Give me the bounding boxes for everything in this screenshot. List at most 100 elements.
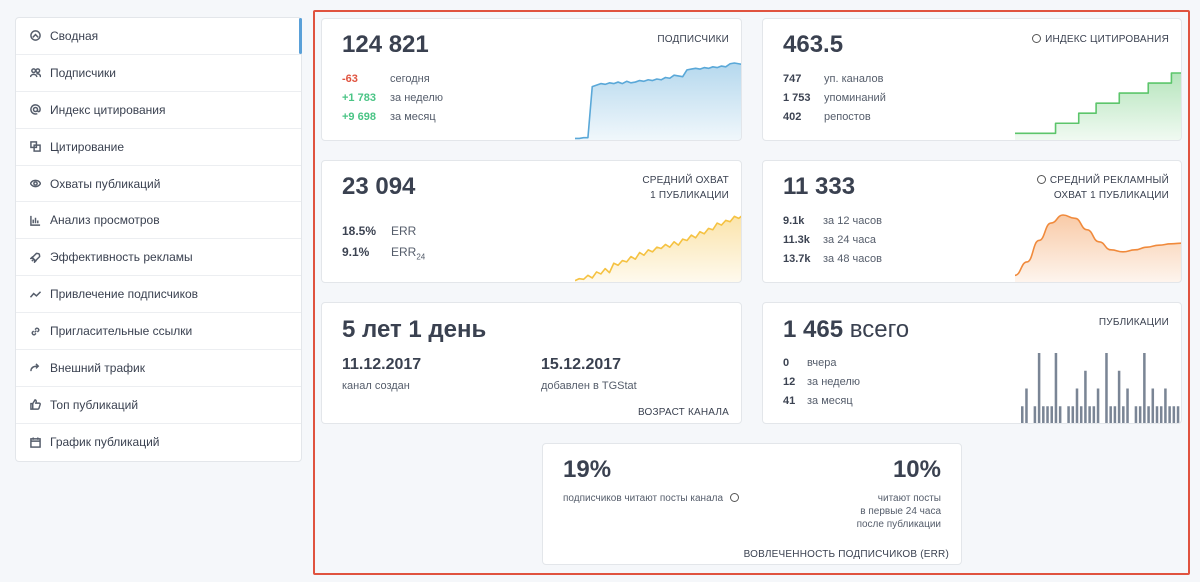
stat-value: -63 — [342, 73, 358, 85]
chart-bar — [1037, 353, 1041, 423]
ad-reach-label-line1: СРЕДНИЙ РЕКЛАМНЫЙ — [1036, 173, 1169, 188]
sidebar-item-label: Привлечение подписчиков — [50, 287, 199, 302]
stat-row-err: 18.5% ERR — [342, 224, 416, 238]
ad-reach-label-text1: СРЕДНИЙ РЕКЛАМНЫЙ — [1049, 175, 1169, 186]
stat-text: за 48 часов — [823, 253, 882, 265]
chart-bar — [1075, 388, 1079, 423]
sidebar-item-trend[interactable]: Привлечение подписчиков — [16, 276, 301, 314]
stat-text: репостов — [824, 111, 871, 123]
chart-bar — [1143, 353, 1146, 423]
stat-row-week: +1 783 за неделю — [342, 92, 443, 104]
stat-text: за неделю — [390, 92, 444, 104]
stat-value: 747 — [783, 73, 802, 85]
share-icon — [29, 362, 41, 374]
stat-row-month: +9 698 за месяц — [342, 111, 436, 123]
question-icon[interactable] — [729, 493, 739, 502]
sidebar-item-label: Подписчики — [50, 65, 117, 80]
chart-line — [575, 62, 741, 140]
stat-value: 402 — [783, 111, 802, 123]
sidebar-item-users[interactable]: Подписчики — [16, 55, 301, 92]
sidebar-item-share[interactable]: Внешний трафик — [16, 350, 301, 387]
chart-bar — [1088, 406, 1091, 423]
chart-bar — [1172, 406, 1176, 423]
stat-row-today: -63 сегодня — [342, 73, 430, 85]
posts-count: 1 465 — [783, 316, 844, 343]
stat-text: за неделю — [807, 376, 861, 388]
chart-bar — [1134, 406, 1138, 423]
stat-row-12h: 9.1k за 12 часов — [783, 215, 882, 227]
citation-sparkline — [1015, 72, 1181, 140]
rocket-icon — [29, 251, 41, 263]
users-icon — [29, 67, 41, 79]
chart-bar — [1021, 406, 1024, 423]
chart-bar — [1164, 388, 1167, 423]
chart-bar — [1050, 406, 1053, 423]
sidebar-item-link[interactable]: Пригласительные ссылки — [16, 313, 301, 351]
sidebar-item-at[interactable]: Индекс цитирования — [16, 92, 301, 129]
added-date: 15.12.2017 — [541, 356, 622, 373]
chart-bar — [1126, 388, 1129, 423]
sidebar-item-label: Внешний трафик — [50, 360, 145, 375]
chart-bar — [1138, 406, 1142, 423]
chart-bar — [1067, 406, 1070, 423]
chart-bar — [1079, 406, 1083, 423]
ad-reach-card[interactable]: 11 333 СРЕДНИЙ РЕКЛАМНЫЙ ОХВАТ 1 ПУБЛИКА… — [762, 160, 1182, 283]
chart-bar — [1033, 406, 1037, 423]
sidebar-item-rocket[interactable]: Эффективность рекламы — [16, 239, 301, 277]
sidebar-item-bar-chart[interactable]: Анализ просмотров — [16, 202, 301, 240]
engagement-card[interactable]: 19% 10% подписчиков читают посты канала … — [542, 443, 962, 565]
stat-value: 12 — [783, 376, 796, 388]
engagement-left-value: 19% — [563, 456, 612, 483]
stat-text: за 24 часа — [823, 234, 876, 246]
chart-bar — [1029, 423, 1032, 424]
sidebar-item-thumb-up[interactable]: Топ публикаций — [16, 387, 301, 424]
age-value: 5 лет 1 день — [342, 316, 487, 343]
chart-bar — [1117, 370, 1121, 423]
stat-value: 11.3k — [783, 234, 810, 246]
age-card[interactable]: 5 лет 1 день 11.12.2017 канал создан 15.… — [321, 302, 742, 424]
thumb-up-icon — [29, 399, 41, 411]
posts-card[interactable]: 1 465 всего ПУБЛИКАЦИИ 0 вчера 12 за нед… — [762, 302, 1182, 424]
chart-bar — [1046, 406, 1049, 423]
citation-label-text: ИНДЕКС ЦИТИРОВАНИЯ — [1045, 34, 1169, 45]
chart-bar — [1058, 406, 1062, 423]
posts-sparkline — [1021, 353, 1180, 424]
chart-area-fill — [575, 63, 741, 140]
created-text: канал создан — [342, 380, 410, 392]
stat-text: ERR — [391, 224, 417, 238]
posts-suffix: всего — [849, 316, 910, 343]
chart-bar — [1084, 370, 1087, 423]
posts-label: ПУБЛИКАЦИИ — [1098, 317, 1169, 328]
sidebar-item-label: Индекс цитирования — [50, 102, 166, 117]
created-date: 11.12.2017 — [342, 356, 422, 373]
citation-card[interactable]: 463.5 ИНДЕКС ЦИТИРОВАНИЯ 747 уп. каналов… — [762, 18, 1182, 141]
reach-label-line1: СРЕДНИЙ ОХВАТ — [642, 175, 729, 186]
sidebar-item-quote[interactable]: Цитирование — [16, 129, 301, 166]
stat-row-err24: 9.1% ERR24 — [342, 245, 425, 261]
stat-text: за 12 часов — [823, 215, 882, 227]
chart-bar — [1063, 423, 1066, 424]
sidebar-item-label: Топ публикаций — [50, 397, 139, 412]
stat-row-mentions: 1 753 упоминаний — [783, 92, 886, 104]
engagement-right-value: 10% — [892, 456, 941, 483]
reach-value: 23 094 — [342, 173, 416, 200]
chart-bar — [1151, 388, 1155, 423]
reach-label: СРЕДНИЙ ОХВАТ 1 ПУБЛИКАЦИИ — [642, 173, 729, 203]
sidebar-item-calendar[interactable]: График публикаций — [16, 424, 301, 461]
stat-value: +9 698 — [342, 111, 376, 123]
chart-bar — [1122, 406, 1125, 423]
stat-text: за месяц — [807, 395, 853, 407]
sidebar-item-dashboard[interactable]: Сводная — [16, 18, 302, 55]
subscribers-count: 124 821 — [342, 31, 429, 58]
clock-icon — [1032, 34, 1042, 43]
stat-row-yesterday: 0 вчера — [783, 357, 836, 369]
err-text: ERR — [391, 245, 417, 259]
engagement-right-line1: читают посты — [877, 493, 941, 504]
subscribers-card[interactable]: 124 821 ПОДПИСЧИКИ -63 сегодня +1 783 за… — [321, 18, 742, 141]
at-icon — [29, 104, 41, 116]
sidebar-item-eye[interactable]: Охваты публикаций — [16, 166, 301, 203]
added-text: добавлен в TGStat — [541, 380, 637, 392]
reach-card[interactable]: 23 094 СРЕДНИЙ ОХВАТ 1 ПУБЛИКАЦИИ 18.5% … — [321, 160, 742, 283]
ad-reach-sparkline — [1015, 214, 1181, 282]
stat-text: сегодня — [390, 73, 430, 85]
